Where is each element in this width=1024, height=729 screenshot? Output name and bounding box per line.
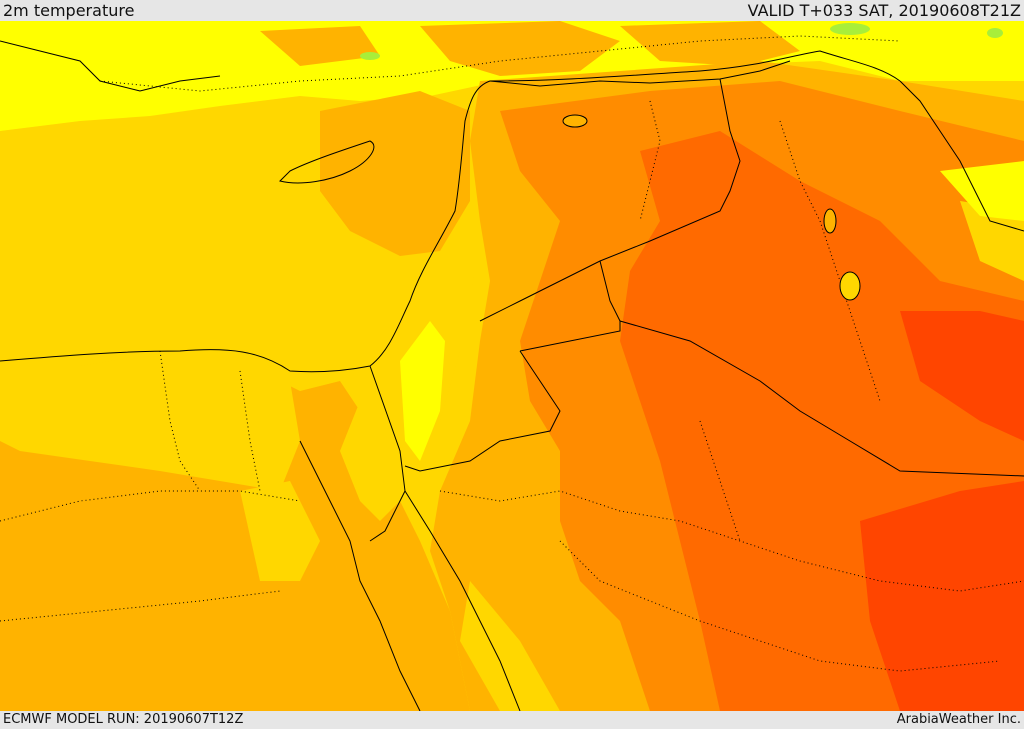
green-spot-1 [830,23,870,35]
lake-3 [562,114,588,128]
map-title: 2m temperature [3,1,135,20]
levant-yellow [400,321,445,461]
iraq-hot-1 [900,311,1024,441]
red-sea-gold [460,581,560,711]
green-spot-3 [360,52,380,60]
saudi-hot-1 [860,481,1024,711]
footer-bar: ECMWF MODEL RUN: 20190607T12Z ArabiaWeat… [0,711,1024,729]
egypt-gold-2 [240,481,320,581]
header-bar: 2m temperature VALID T+033 SAT, 20190608… [0,0,1024,21]
zagros-gold [960,201,1024,281]
valid-time: VALID T+033 SAT, 20190608T21Z [747,1,1021,20]
levant-sea-amber [320,91,470,256]
green-spot-2 [987,28,1003,38]
turkey-amber-1 [420,21,620,76]
egypt-gold [0,351,300,491]
admin-boundaries [0,35,1024,672]
turkey-amber-3 [260,26,380,66]
lake-2 [823,208,837,234]
model-run: ECMWF MODEL RUN: 20190607T12Z [3,712,244,727]
zagros-yellow [940,161,1024,221]
lake-1 [839,271,861,301]
temperature-map[interactable] [0,21,1024,711]
credit-text: ArabiaWeather Inc. [896,712,1021,727]
country-borders [404,60,1024,477]
turkey-amber-2 [620,21,800,66]
map-canvas [0,21,1024,711]
